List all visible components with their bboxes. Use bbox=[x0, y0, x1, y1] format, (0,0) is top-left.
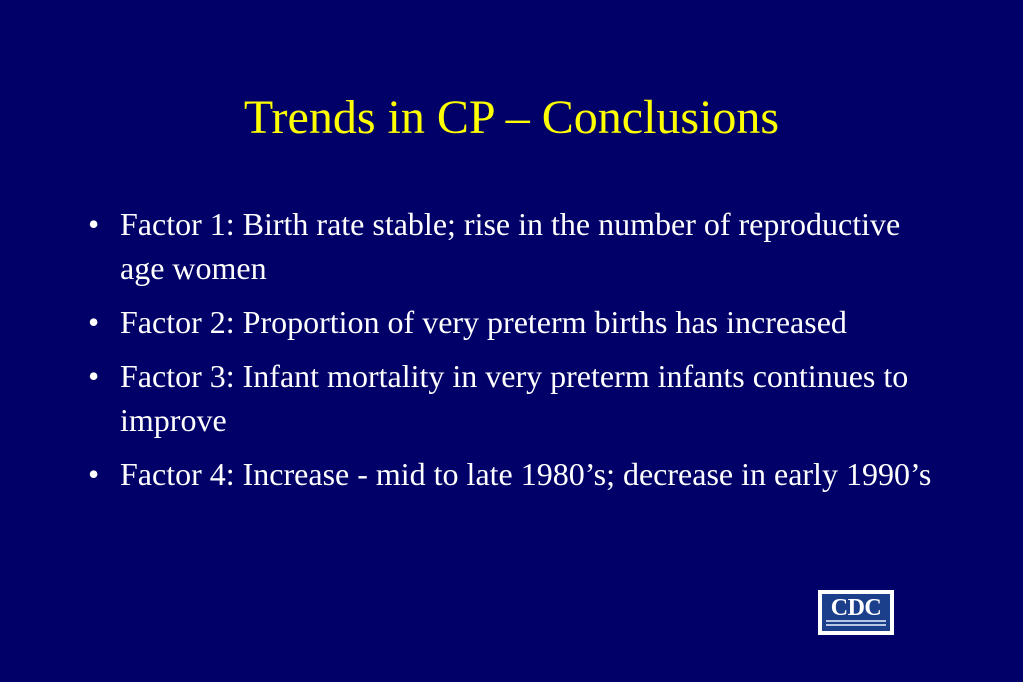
cdc-logo-panel: CDC bbox=[822, 594, 890, 631]
bullet-item-factor-1: • Factor 1: Birth rate stable; rise in t… bbox=[88, 202, 948, 290]
cdc-logo-icon: CDC bbox=[818, 590, 894, 635]
bullet-text: Factor 3: Infant mortality in very prete… bbox=[120, 358, 909, 438]
slide-title: Trends in CP – Conclusions bbox=[243, 91, 780, 144]
bullet-item-factor-2: • Factor 2: Proportion of very preterm b… bbox=[88, 300, 948, 344]
bullet-item-factor-3: • Factor 3: Infant mortality in very pre… bbox=[88, 354, 948, 442]
bullet-text: Factor 4: Increase - mid to late 1980’s;… bbox=[120, 456, 932, 492]
cdc-logo-letters: CDC bbox=[830, 595, 882, 621]
bullet-text: Factor 2: Proportion of very preterm bir… bbox=[120, 304, 847, 340]
bullet-marker: • bbox=[88, 456, 100, 492]
cdc-logo-fine-print bbox=[826, 618, 886, 628]
bullet-list: • Factor 1: Birth rate stable; rise in t… bbox=[88, 202, 948, 506]
bullet-marker: • bbox=[88, 358, 100, 394]
bullet-text: Factor 1: Birth rate stable; rise in the… bbox=[120, 206, 901, 286]
bullet-marker: • bbox=[88, 304, 100, 340]
bullet-item-factor-4: • Factor 4: Increase - mid to late 1980’… bbox=[88, 452, 948, 496]
bullet-marker: • bbox=[88, 206, 100, 242]
